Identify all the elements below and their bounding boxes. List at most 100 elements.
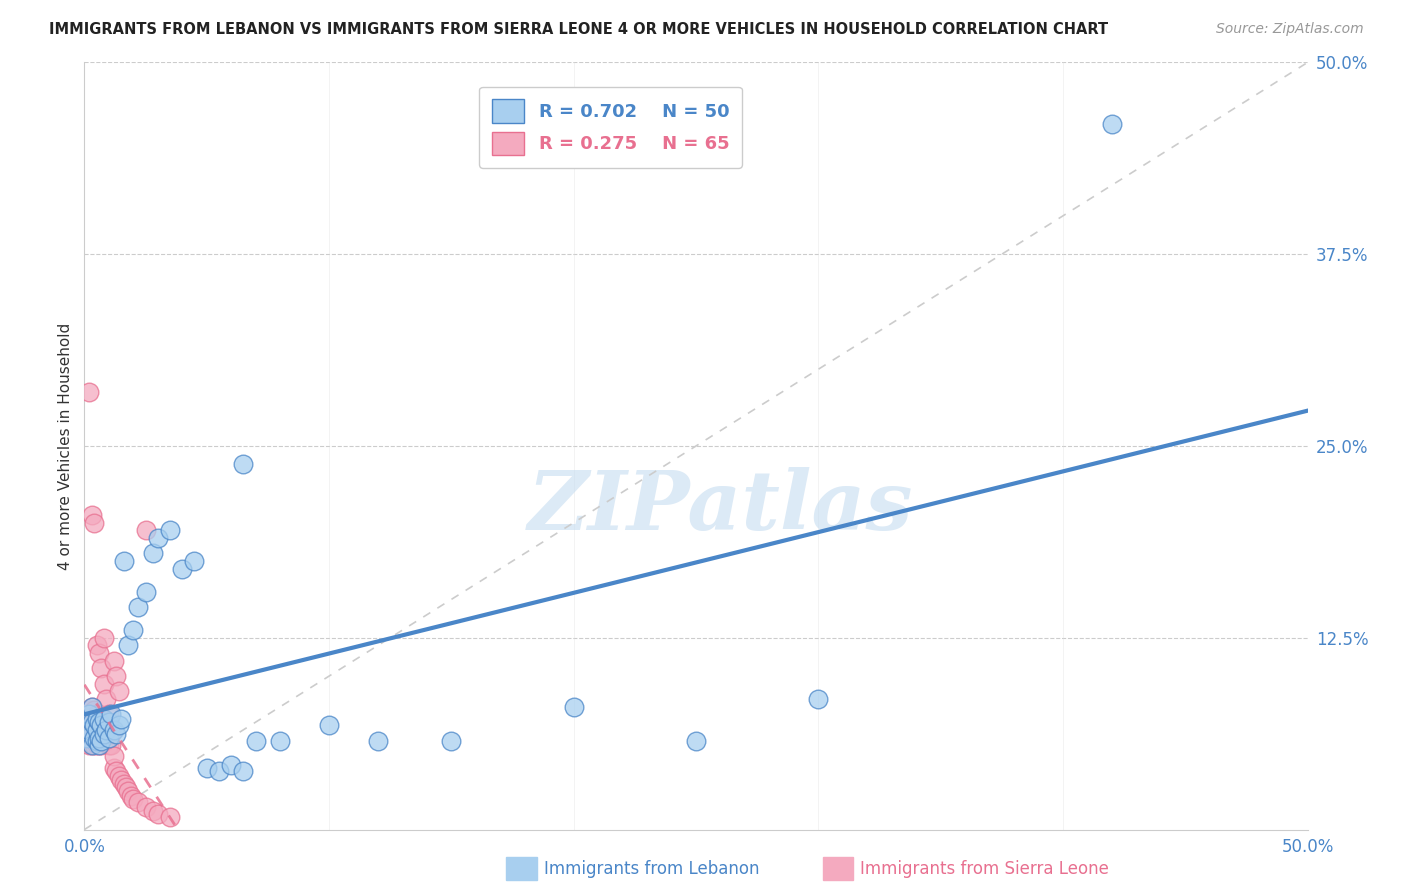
Text: ZIPatlas: ZIPatlas bbox=[527, 467, 912, 548]
Point bbox=[146, 531, 169, 545]
Point bbox=[93, 723, 115, 737]
Point bbox=[80, 508, 103, 522]
Point bbox=[77, 703, 100, 717]
Point bbox=[112, 554, 135, 568]
Point bbox=[110, 773, 132, 788]
Point bbox=[83, 715, 105, 730]
Text: IMMIGRANTS FROM LEBANON VS IMMIGRANTS FROM SIERRA LEONE 4 OR MORE VEHICLES IN HO: IMMIGRANTS FROM LEBANON VS IMMIGRANTS FR… bbox=[49, 22, 1108, 37]
Point bbox=[76, 712, 98, 726]
Point bbox=[83, 727, 105, 741]
Point bbox=[100, 723, 122, 737]
Point bbox=[87, 715, 110, 730]
Point bbox=[117, 784, 139, 798]
Point bbox=[103, 748, 125, 763]
Point bbox=[232, 764, 254, 779]
Point bbox=[122, 792, 145, 806]
Point bbox=[83, 516, 105, 530]
Point bbox=[80, 715, 103, 730]
Point bbox=[172, 562, 194, 576]
Point bbox=[86, 738, 108, 752]
Point bbox=[107, 769, 129, 783]
Point bbox=[115, 780, 138, 794]
Point bbox=[142, 546, 165, 560]
Point bbox=[83, 731, 105, 745]
Point bbox=[93, 733, 115, 747]
Point bbox=[97, 738, 120, 752]
Text: Immigrants from Lebanon: Immigrants from Lebanon bbox=[544, 860, 759, 878]
Point bbox=[86, 712, 108, 726]
Point bbox=[318, 718, 340, 732]
Point bbox=[97, 731, 120, 745]
Text: Source: ZipAtlas.com: Source: ZipAtlas.com bbox=[1216, 22, 1364, 37]
Point bbox=[86, 707, 108, 722]
Point bbox=[90, 733, 112, 747]
Point bbox=[110, 712, 132, 726]
Point bbox=[96, 723, 118, 737]
Point bbox=[77, 738, 100, 752]
Point bbox=[142, 804, 165, 818]
Point bbox=[90, 727, 112, 741]
Point bbox=[96, 723, 118, 737]
Point bbox=[77, 707, 100, 722]
Point bbox=[97, 727, 120, 741]
Point bbox=[90, 661, 112, 675]
Point bbox=[76, 733, 98, 747]
Point bbox=[90, 718, 112, 732]
Point bbox=[807, 692, 830, 706]
Point bbox=[208, 764, 231, 779]
Point bbox=[100, 707, 122, 722]
Point bbox=[127, 795, 149, 809]
Point bbox=[86, 718, 108, 732]
Point bbox=[107, 718, 129, 732]
Point bbox=[77, 715, 100, 730]
Point bbox=[105, 764, 128, 779]
Point bbox=[159, 810, 181, 824]
Point bbox=[86, 727, 108, 741]
Point bbox=[103, 654, 125, 668]
Point bbox=[77, 727, 100, 741]
Point bbox=[87, 715, 110, 730]
Point bbox=[80, 699, 103, 714]
Point bbox=[93, 631, 115, 645]
Point bbox=[219, 758, 242, 772]
Point bbox=[195, 761, 218, 775]
Point bbox=[103, 723, 125, 737]
Point bbox=[87, 738, 110, 752]
Point bbox=[80, 738, 103, 752]
Point bbox=[120, 789, 142, 803]
Text: Immigrants from Sierra Leone: Immigrants from Sierra Leone bbox=[860, 860, 1109, 878]
Point bbox=[117, 639, 139, 653]
Point bbox=[87, 731, 110, 745]
Point bbox=[96, 692, 118, 706]
Point bbox=[80, 715, 103, 730]
Point bbox=[87, 727, 110, 741]
Point bbox=[103, 761, 125, 775]
Point bbox=[135, 799, 157, 814]
Point bbox=[135, 524, 157, 538]
Point bbox=[93, 712, 115, 726]
Point bbox=[100, 727, 122, 741]
Point bbox=[86, 639, 108, 653]
Point bbox=[87, 707, 110, 722]
Point bbox=[96, 733, 118, 747]
Point bbox=[87, 738, 110, 752]
Point bbox=[127, 600, 149, 615]
Point bbox=[76, 723, 98, 737]
Point bbox=[80, 699, 103, 714]
Point bbox=[93, 677, 115, 691]
Point bbox=[269, 733, 291, 747]
Point bbox=[685, 733, 707, 747]
Point bbox=[76, 731, 98, 745]
Point bbox=[135, 584, 157, 599]
Point bbox=[93, 712, 115, 726]
Point bbox=[107, 684, 129, 698]
Point bbox=[97, 715, 120, 730]
Point bbox=[77, 723, 100, 737]
Point bbox=[146, 807, 169, 822]
Legend: R = 0.702    N = 50, R = 0.275    N = 65: R = 0.702 N = 50, R = 0.275 N = 65 bbox=[479, 87, 742, 168]
Point bbox=[80, 738, 103, 752]
Point bbox=[86, 733, 108, 747]
Point bbox=[93, 727, 115, 741]
Point bbox=[87, 646, 110, 660]
Point bbox=[367, 733, 389, 747]
